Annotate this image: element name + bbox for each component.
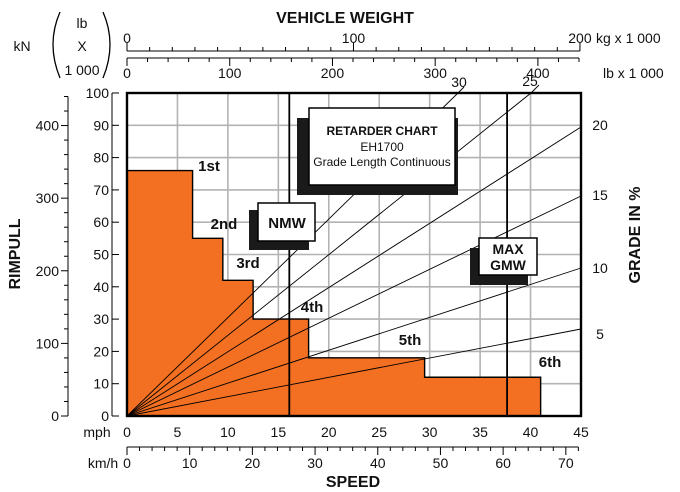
rimpull-lb-tick-label: 10	[93, 376, 109, 392]
left-paren	[52, 11, 61, 79]
kmh-tick-label: 30	[307, 455, 323, 471]
lb-tick-label: 400	[526, 65, 550, 81]
mph-tick-label: 0	[123, 424, 131, 440]
grade-line-25	[126, 92, 532, 417]
kmh-tick-label: 70	[558, 455, 574, 471]
info-box	[308, 107, 456, 186]
kg-tick-label: 0	[123, 30, 131, 46]
max-gmw-label-line1: MAX	[492, 241, 524, 257]
grade-label-30: 30	[451, 74, 467, 90]
lb-tick-label: 100	[218, 65, 242, 81]
lb-tick-label: 0	[123, 65, 131, 81]
rimpull-lb-tick-label: 100	[86, 85, 110, 101]
rimpull-kn-tick-label: 0	[51, 408, 59, 424]
plot-frame	[125, 91, 583, 418]
rimpull-kn-tick-label: 400	[36, 118, 60, 134]
kmh-tick-label: 40	[370, 455, 386, 471]
rimpull-lb-tick-label: 60	[93, 214, 109, 230]
lb-tick-label: 300	[424, 65, 448, 81]
kmh-tick-label: 50	[433, 455, 449, 471]
chart-title: VEHICLE WEIGHT	[276, 10, 414, 27]
ylabel-right: GRADE IN %	[627, 187, 644, 284]
rimpull-lb-tick-label: 90	[93, 117, 109, 133]
rimpull-lb-tick-label: 80	[93, 150, 109, 166]
mph-tick-label: 25	[371, 424, 387, 440]
gear-label-3rd: 3rd	[236, 255, 259, 272]
ylabel-left: RIMPULL	[7, 218, 24, 289]
rimpull-kn-tick-label: 200	[36, 263, 60, 279]
grade-line-10	[126, 267, 582, 417]
info-model: EH1700	[360, 140, 404, 154]
rimpull-lb-tick-label: 20	[93, 343, 109, 359]
kg-tick-label: 100	[342, 30, 366, 46]
mph-tick-label: 30	[422, 424, 438, 440]
max-gmw-label-box	[478, 237, 538, 276]
gear-area	[126, 169, 542, 417]
unit-kmh: km/h	[88, 455, 118, 471]
grade-label-25: 25	[522, 73, 538, 89]
grade-label-5: 5	[596, 326, 604, 342]
unit-x: X	[77, 38, 87, 54]
nmw-label: NMW	[268, 215, 306, 232]
mph-tick-label: 5	[174, 424, 182, 440]
kmh-tick-label: 20	[245, 455, 261, 471]
gear-label-5th: 5th	[399, 332, 422, 349]
rimpull-lb-tick-label: 30	[93, 311, 109, 327]
kg-unit-label: kg x 1 000	[596, 30, 661, 46]
mph-tick-label: 45	[573, 424, 589, 440]
grade-tail-25	[530, 84, 540, 94]
grade-line-5	[126, 328, 582, 417]
info-title: RETARDER CHART	[326, 124, 438, 138]
grade-line-20	[126, 126, 582, 417]
rimpull-lb-tick-label: 0	[101, 408, 109, 424]
grade-label-15: 15	[592, 187, 608, 203]
gear-label-4th: 4th	[301, 299, 324, 316]
lb-unit-label: lb x 1 000	[603, 65, 664, 81]
rimpull-lb-tick-label: 70	[93, 182, 109, 198]
xlabel: SPEED	[326, 474, 380, 491]
mph-tick-label: 10	[220, 424, 236, 440]
unit-mph: mph	[83, 424, 110, 440]
right-paren	[102, 11, 111, 79]
gear-label-2nd: 2nd	[211, 216, 238, 233]
kmh-tick-label: 60	[495, 455, 511, 471]
gear-fill	[126, 169, 542, 417]
grade-line-15	[126, 195, 582, 417]
unit-thousand: 1 000	[64, 62, 99, 78]
kmh-tick-label: 10	[182, 455, 198, 471]
grade-label-20: 20	[592, 117, 608, 133]
rimpull-lb-tick-label: 50	[93, 247, 109, 263]
mph-tick-label: 40	[523, 424, 539, 440]
rimpull-lb-tick-label: 40	[93, 279, 109, 295]
gear-label-6th: 6th	[539, 354, 562, 371]
info-note: Grade Length Continuous	[313, 155, 450, 169]
rimpull-kn-tick-label: 100	[36, 335, 60, 351]
mph-tick-label: 35	[472, 424, 488, 440]
lb-tick-label: 200	[321, 65, 345, 81]
mph-tick-label: 15	[271, 424, 287, 440]
gear-label-1st: 1st	[198, 158, 220, 175]
unit-lb: lb	[77, 15, 88, 31]
grade-label-10: 10	[592, 260, 608, 276]
rimpull-kn-tick-label: 300	[36, 190, 60, 206]
mph-tick-label: 20	[321, 424, 337, 440]
kg-tick-label: 200	[568, 30, 592, 46]
unit-kn: kN	[13, 38, 30, 54]
max-gmw-label-line2: GMW	[490, 257, 527, 273]
nmw-label-box	[257, 202, 316, 242]
kmh-tick-label: 0	[123, 455, 131, 471]
